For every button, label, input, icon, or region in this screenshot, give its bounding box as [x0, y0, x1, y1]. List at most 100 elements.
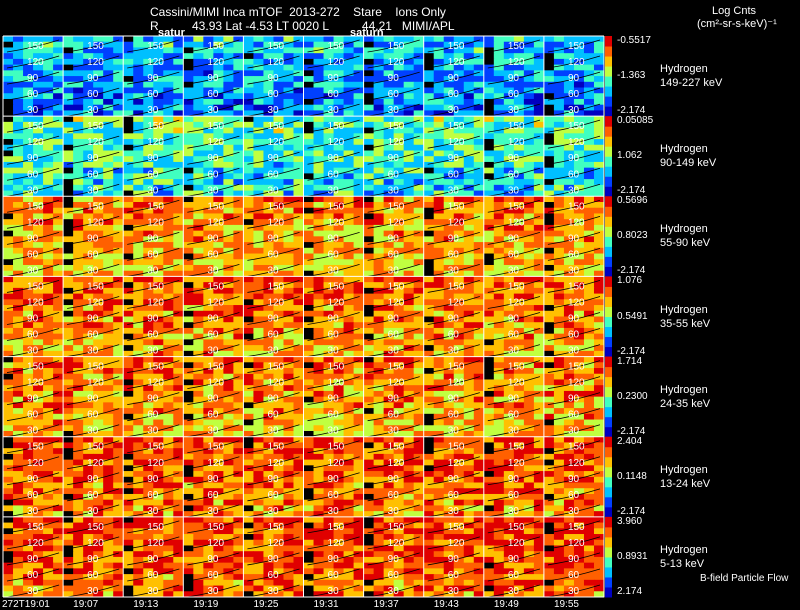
angle-label: 90	[508, 314, 520, 325]
heatmap-cell	[13, 408, 24, 414]
angle-label: 60	[448, 410, 460, 421]
heatmap-cell	[113, 122, 124, 128]
heatmap-cell	[133, 265, 144, 271]
angle-label: 90	[448, 153, 460, 164]
heatmap-cell	[464, 276, 475, 282]
heatmap-cell	[283, 88, 294, 94]
heatmap-cell	[434, 99, 445, 105]
angle-label: 90	[568, 153, 580, 164]
heatmap-cell	[484, 47, 495, 53]
heatmap-cell	[193, 105, 204, 111]
heatmap-cell	[63, 276, 74, 282]
heatmap-cell	[53, 42, 64, 48]
heatmap-cell	[193, 437, 204, 443]
heatmap-cell	[524, 265, 535, 271]
heatmap-cell	[283, 397, 294, 403]
heatmap-cell	[484, 162, 495, 168]
angle-label: 120	[147, 137, 164, 148]
heatmap-cell	[584, 368, 595, 374]
heatmap-cell	[344, 42, 355, 48]
heatmap-cell	[464, 368, 475, 374]
heatmap-cell	[374, 70, 385, 76]
heatmap-cell	[594, 173, 605, 179]
heatmap-cell	[584, 305, 595, 311]
heatmap-cell	[434, 42, 445, 48]
heatmap-cell	[414, 282, 425, 288]
heatmap-cell	[544, 276, 555, 282]
heatmap-cell	[103, 254, 114, 260]
heatmap-cell	[283, 82, 294, 88]
heatmap-cell	[584, 276, 595, 282]
heatmap-cell	[253, 311, 264, 317]
angle-label: 30	[508, 185, 520, 196]
heatmap-cell	[594, 448, 605, 454]
heatmap-cell	[113, 145, 124, 151]
heatmap-cell	[494, 437, 505, 443]
heatmap-cell	[103, 208, 114, 214]
heatmap-cell	[103, 345, 114, 351]
heatmap-cell	[233, 362, 244, 368]
heatmap-cell	[374, 202, 385, 208]
angle-label: 60	[448, 330, 460, 341]
heatmap-cell	[253, 53, 264, 59]
angle-label: 90	[207, 233, 219, 244]
heatmap-cell	[484, 265, 495, 271]
angle-label: 60	[27, 249, 39, 260]
heatmap-cell	[233, 202, 244, 208]
heatmap-cell	[193, 196, 204, 202]
angle-label: 60	[568, 89, 580, 100]
heatmap-cell	[524, 305, 535, 311]
heatmap-cell	[103, 70, 114, 76]
heatmap-cell	[3, 82, 14, 88]
heatmap-cell	[584, 156, 595, 162]
heatmap-cell	[243, 88, 254, 94]
heatmap-cell	[374, 362, 385, 368]
heatmap-cell	[173, 202, 184, 208]
heatmap-cell	[464, 236, 475, 242]
heatmap-cell	[113, 65, 124, 71]
heatmap-cell	[3, 379, 14, 385]
heatmap-cell	[484, 202, 495, 208]
heatmap-cell	[434, 202, 445, 208]
angle-label: 120	[147, 57, 164, 68]
heatmap-cell	[43, 145, 54, 151]
heatmap-cell	[3, 59, 14, 65]
heatmap-cell	[113, 242, 124, 248]
heatmap-cell	[584, 402, 595, 408]
heatmap-cell	[314, 179, 325, 185]
angle-label: 120	[87, 378, 104, 389]
heatmap-cell	[163, 385, 174, 391]
heatmap-cell	[364, 82, 375, 88]
angle-label: 120	[508, 137, 525, 148]
heatmap-cell	[173, 122, 184, 128]
heatmap-cell	[123, 294, 134, 300]
heatmap-cell	[43, 442, 54, 448]
heatmap-cell	[223, 93, 234, 99]
heatmap-cell	[354, 76, 365, 82]
angle-label: 30	[448, 346, 460, 357]
heatmap-cell	[494, 420, 505, 426]
angle-label: 30	[147, 346, 159, 357]
heatmap-cell	[464, 448, 475, 454]
heatmap-cell	[554, 196, 565, 202]
heatmap-cell	[133, 133, 144, 139]
heatmap-cell	[233, 448, 244, 454]
heatmap-cell	[163, 288, 174, 294]
heatmap-cell	[304, 437, 315, 443]
heatmap-cell	[43, 42, 54, 48]
heatmap-cell	[73, 294, 84, 300]
angle-label: 120	[568, 297, 585, 308]
angle-label: 120	[267, 137, 284, 148]
heatmap-cell	[253, 36, 264, 42]
heatmap-cell	[464, 259, 475, 265]
heatmap-cell	[293, 282, 304, 288]
heatmap-cell	[364, 362, 375, 368]
heatmap-cell	[163, 82, 174, 88]
heatmap-cell	[133, 42, 144, 48]
heatmap-cell	[163, 208, 174, 214]
heatmap-cell	[123, 254, 134, 260]
heatmap-cell	[103, 397, 114, 403]
heatmap-cell	[243, 362, 254, 368]
heatmap-cell	[304, 133, 315, 139]
heatmap-cell	[404, 368, 415, 374]
